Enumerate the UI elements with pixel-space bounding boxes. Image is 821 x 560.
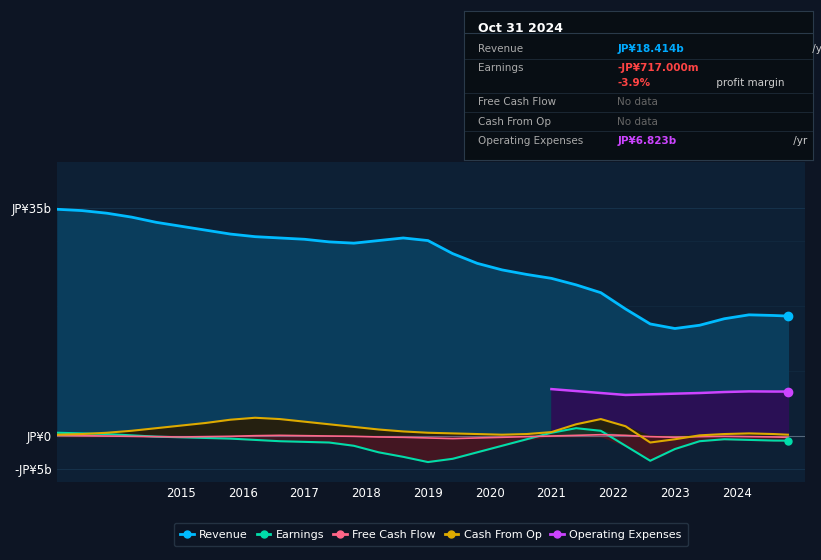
Text: JP¥6.823b: JP¥6.823b: [617, 136, 677, 146]
Text: JP¥18.414b: JP¥18.414b: [617, 44, 684, 54]
Legend: Revenue, Earnings, Free Cash Flow, Cash From Op, Operating Expenses: Revenue, Earnings, Free Cash Flow, Cash …: [174, 523, 688, 546]
Text: /yr: /yr: [790, 136, 807, 146]
Text: Revenue: Revenue: [478, 44, 523, 54]
Text: /yr: /yr: [810, 44, 821, 54]
Text: Earnings: Earnings: [478, 63, 523, 73]
Text: -3.9%: -3.9%: [617, 78, 650, 88]
Text: Operating Expenses: Operating Expenses: [478, 136, 583, 146]
Text: No data: No data: [617, 116, 658, 127]
Text: profit margin: profit margin: [713, 78, 785, 88]
Text: Oct 31 2024: Oct 31 2024: [478, 22, 563, 35]
Text: -JP¥717.000m: -JP¥717.000m: [617, 63, 699, 73]
Text: Cash From Op: Cash From Op: [478, 116, 551, 127]
Text: Free Cash Flow: Free Cash Flow: [478, 97, 556, 108]
Text: No data: No data: [617, 97, 658, 108]
